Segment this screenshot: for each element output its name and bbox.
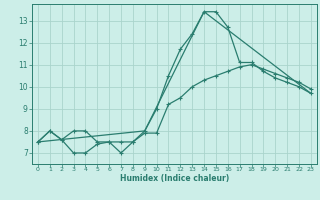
X-axis label: Humidex (Indice chaleur): Humidex (Indice chaleur) xyxy=(120,174,229,183)
